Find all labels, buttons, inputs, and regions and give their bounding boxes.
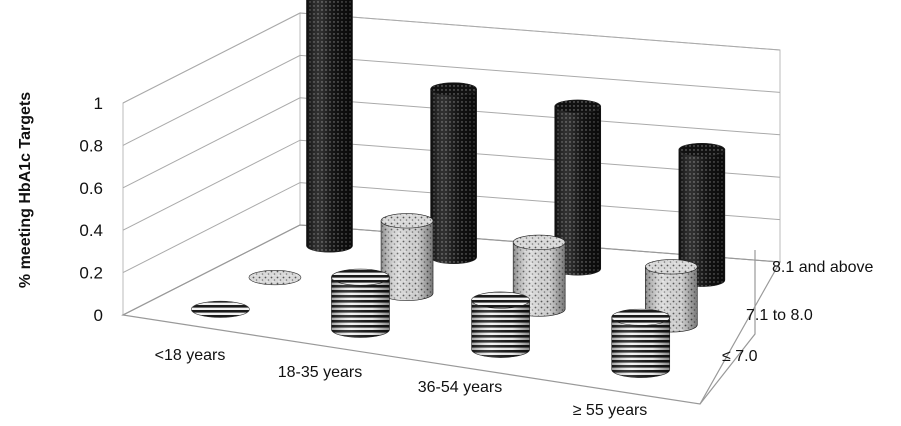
gridline: [122, 182, 781, 274]
gridline: [122, 12, 781, 104]
series-label: 7.1 to 8.0: [746, 307, 813, 324]
gridline: [122, 97, 781, 189]
bar-top: [471, 291, 530, 309]
bar-top: [611, 308, 671, 326]
category-label: <18 years: [155, 347, 226, 364]
y-tick-label: 0.6: [79, 179, 103, 198]
y-tick-label: 1: [94, 94, 103, 113]
bar: [430, 82, 477, 264]
gridline: [122, 139, 781, 231]
bar-shading: [678, 149, 725, 287]
bar-top: [380, 213, 434, 229]
y-tick-label: 0: [94, 306, 103, 325]
series-label: ≤ 7.0: [722, 348, 758, 365]
bar-shading: [306, 0, 353, 253]
bar-shading: [381, 220, 434, 301]
bar: [678, 142, 726, 287]
bar-flat-disc: [248, 269, 302, 286]
bar-shading: [471, 300, 530, 358]
bar-top: [512, 234, 566, 250]
bar-shading: [611, 317, 670, 378]
series-label: 8.1 and above: [772, 259, 874, 276]
bar-shading: [554, 106, 601, 276]
y-tick-label: 0.2: [79, 264, 103, 283]
bar: [471, 291, 530, 358]
bar-top: [644, 259, 698, 275]
y-tick-label: 0.8: [79, 136, 103, 155]
category-label: ≥ 55 years: [573, 402, 648, 419]
floor: [121, 224, 781, 405]
bar: [306, 0, 353, 253]
side-wall: [699, 250, 756, 405]
bar-top: [554, 99, 602, 114]
bar: [248, 269, 302, 286]
bar: [554, 99, 602, 276]
bar: [331, 268, 390, 338]
category-label: 36-54 years: [418, 379, 503, 396]
gridline: [122, 54, 781, 146]
y-tick-label: 0.4: [79, 221, 103, 240]
bar: [611, 308, 671, 378]
bar-top: [678, 142, 726, 157]
bar: [191, 300, 250, 318]
bar-top: [331, 268, 390, 286]
y-axis-label: % meeting HbA1c Targets: [17, 92, 34, 288]
category-label: 18-35 years: [278, 364, 363, 381]
bar-shading: [430, 89, 477, 264]
bar-shading: [331, 277, 390, 338]
bar: [380, 213, 434, 301]
bar-top: [430, 82, 477, 96]
bar-flat-disc: [191, 300, 250, 318]
